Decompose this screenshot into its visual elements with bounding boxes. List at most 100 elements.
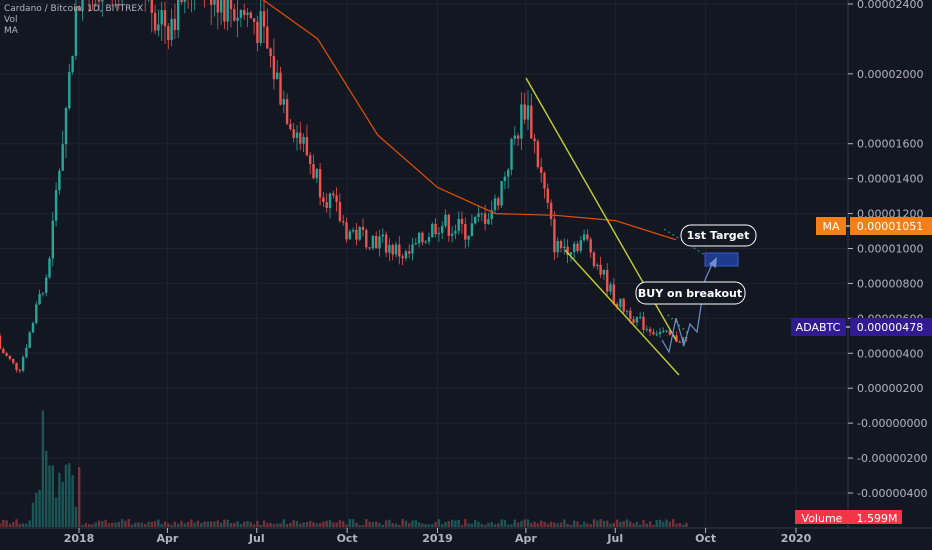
volume-bar <box>500 519 503 527</box>
candle-body <box>612 284 615 304</box>
volume-bar <box>252 524 256 527</box>
volume-bar <box>576 521 579 527</box>
volume-bar <box>74 506 78 527</box>
candle-body <box>563 246 566 249</box>
volume-bar <box>134 522 137 527</box>
candle-body <box>487 219 490 224</box>
candle-body <box>351 229 355 232</box>
candle-body <box>543 172 546 189</box>
volume-bar <box>262 520 266 527</box>
candle-body <box>371 235 375 249</box>
volume-bar <box>582 521 586 527</box>
candle-body <box>355 229 358 240</box>
volume-bar <box>635 522 639 527</box>
volume-bar <box>0 523 2 527</box>
time-tick-label: Oct <box>337 532 358 545</box>
volume-bar <box>279 523 282 527</box>
volume-bar <box>652 524 655 527</box>
candle-body <box>309 155 312 165</box>
candle-body <box>546 188 549 203</box>
time-tick-label: 2020 <box>781 532 812 545</box>
volume-bar <box>285 524 289 527</box>
volume-bar <box>167 523 170 527</box>
price-tick-label: 0.00000400 <box>857 347 923 360</box>
candle-body <box>424 241 427 243</box>
candle-body <box>5 353 8 356</box>
volume-bar <box>276 523 279 527</box>
volume-bar <box>368 521 371 527</box>
volume-bar <box>71 475 74 527</box>
price-axis[interactable]: 0.00002400 0.00002000 0.00001600 0.00001400… <box>847 0 927 528</box>
candle-body <box>180 0 183 3</box>
volume-bar <box>68 463 71 527</box>
volume-bar <box>28 520 31 527</box>
volume-bar <box>249 522 252 527</box>
time-tick-label: 2019 <box>422 532 453 545</box>
volume-bar <box>58 472 61 527</box>
time-tick-label: Jul <box>248 532 265 545</box>
volume-bar <box>193 522 196 527</box>
candle-body <box>78 7 81 11</box>
volume-bar <box>460 524 464 527</box>
candle-body <box>282 99 285 105</box>
grid-lines <box>0 0 848 528</box>
candle-body <box>64 108 68 145</box>
candle-body <box>48 258 51 278</box>
candle-body <box>507 169 510 177</box>
volume-bar <box>361 524 365 527</box>
candle-body <box>441 225 444 233</box>
candle-body <box>516 135 520 139</box>
candle-body <box>606 270 609 292</box>
candle-body <box>243 10 246 15</box>
candle-body <box>447 214 450 236</box>
candle-body <box>153 12 157 31</box>
volume-bar <box>35 492 38 527</box>
volume-bar <box>394 523 398 527</box>
volume-bar <box>388 519 391 527</box>
candle-body <box>493 198 497 211</box>
candle-body <box>342 221 345 223</box>
candle-body <box>569 252 573 255</box>
volume-bar <box>219 522 223 527</box>
buy-bubble[interactable] <box>635 281 746 305</box>
time-tick-label: Jul <box>606 532 623 545</box>
candle-body <box>233 9 236 21</box>
time-tick-label: Apr <box>156 532 178 545</box>
volume-bar <box>639 524 642 527</box>
candle-body <box>299 132 302 144</box>
volume-bar <box>81 524 84 527</box>
volume-bar <box>523 519 526 527</box>
candle-body <box>31 323 35 333</box>
candle-body <box>526 105 530 120</box>
candle-body <box>510 138 513 170</box>
volume-bar <box>127 519 130 527</box>
candle-body <box>318 169 322 198</box>
time-tick-label: 2018 <box>64 532 95 545</box>
volume-bar <box>256 520 259 527</box>
time-axis[interactable]: 2018 Apr Jul Oct 2019 Apr Jul Oct 2020 <box>0 527 932 545</box>
candle-body <box>71 55 74 72</box>
symbol-title[interactable]: Cardano / Bitcoin, 1D, BITTREX <box>4 4 144 14</box>
indicator-vol-label[interactable]: Vol <box>4 15 18 25</box>
volume-bar <box>223 519 226 527</box>
candle-body <box>295 132 299 138</box>
volume-bar <box>602 520 606 527</box>
volume-bar <box>596 520 599 527</box>
volume-bar <box>589 524 592 527</box>
candle-body <box>470 223 474 236</box>
price-tick-label: 0.00002400 <box>857 0 923 11</box>
candle-body <box>328 193 332 208</box>
volume-bar <box>216 520 219 527</box>
volume-bar <box>427 524 431 527</box>
target-bubble[interactable] <box>680 224 757 247</box>
indicator-ma-label[interactable]: MA <box>4 26 18 36</box>
channel-lower-line[interactable] <box>564 249 680 376</box>
candle-body <box>276 72 279 80</box>
volume-bar <box>124 520 127 527</box>
candle-body <box>513 135 516 139</box>
volume-bar <box>318 523 322 527</box>
candle-body <box>678 341 681 343</box>
volume-bar <box>487 523 490 527</box>
volume-bar <box>8 523 12 527</box>
